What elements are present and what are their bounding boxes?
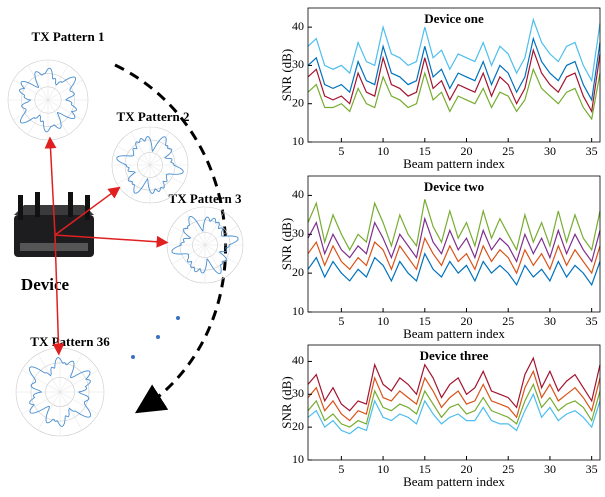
plot-frame — [308, 176, 600, 312]
series-line — [308, 254, 600, 285]
polar-spoke — [60, 354, 82, 392]
x-tick-label: 30 — [544, 144, 556, 158]
pattern-label: TX Pattern 2 — [117, 109, 190, 124]
pattern-label: TX Pattern 3 — [169, 191, 242, 206]
polar-spoke — [48, 100, 68, 135]
x-axis-label: Beam pattern index — [403, 326, 505, 341]
x-tick-label: 5 — [338, 462, 344, 476]
x-axis-label: Beam pattern index — [403, 156, 505, 171]
plot-frame — [308, 8, 600, 142]
polar-spoke — [172, 226, 205, 245]
polar-spoke — [150, 132, 169, 165]
polar-spoke — [131, 165, 150, 198]
y-tick-label: 40 — [292, 187, 304, 201]
y-tick-label: 40 — [292, 19, 304, 33]
series-line — [308, 384, 600, 427]
polar-spoke — [60, 392, 82, 430]
y-axis-label: SNR (dB) — [279, 218, 294, 270]
x-tick-label: 10 — [377, 144, 389, 158]
figure: TX Pattern 1 TX Pattern 2 TX Pattern 3 T… — [0, 0, 605, 492]
polar-spoke — [22, 370, 60, 392]
x-tick-label: 5 — [338, 144, 344, 158]
series-line — [308, 358, 600, 411]
polar-spoke — [13, 100, 48, 120]
y-axis-label: SNR (dB) — [279, 49, 294, 101]
series-line — [308, 199, 600, 250]
series-line — [308, 371, 600, 420]
polar-spoke — [28, 100, 48, 135]
dot — [131, 355, 135, 359]
x-tick-label: 35 — [586, 462, 598, 476]
polar-plot — [8, 60, 88, 140]
series-line — [308, 20, 600, 81]
diagram: TX Pattern 1 TX Pattern 2 TX Pattern 3 T… — [8, 29, 243, 436]
polar-spoke — [13, 80, 48, 100]
chart-title: Device three — [420, 348, 489, 363]
device-label: Device — [21, 275, 70, 294]
polar-spoke — [48, 100, 83, 120]
series-line — [308, 394, 600, 433]
polar-spoke — [117, 165, 150, 184]
polar-spoke — [150, 146, 183, 165]
y-tick-label: 10 — [292, 452, 304, 466]
x-tick-label: 30 — [544, 314, 556, 328]
dot — [176, 316, 180, 320]
x-tick-label: 5 — [338, 314, 344, 328]
polar-spoke — [205, 245, 238, 264]
chart-title: Device one — [424, 11, 484, 26]
x-tick-label: 10 — [377, 462, 389, 476]
x-tick-label: 35 — [586, 314, 598, 328]
x-tick-label: 30 — [544, 462, 556, 476]
dot — [156, 335, 160, 339]
y-tick-label: 40 — [292, 353, 304, 367]
polar-spoke — [38, 354, 60, 392]
polar-spoke — [205, 245, 224, 278]
polar-spoke — [186, 212, 205, 245]
polar-spoke — [48, 80, 83, 100]
y-tick-label: 10 — [292, 304, 304, 318]
polar-spoke — [48, 65, 68, 100]
polar-plot — [167, 207, 243, 283]
pattern-label: TX Pattern 1 — [32, 29, 105, 44]
chart-title: Device two — [424, 179, 484, 194]
polar-plot — [16, 348, 104, 436]
pattern-label: TX Pattern 36 — [30, 334, 110, 349]
x-tick-label: 10 — [377, 314, 389, 328]
y-axis-label: SNR (dB) — [279, 376, 294, 428]
polar-spoke — [38, 392, 60, 430]
polar-spoke — [60, 392, 98, 414]
x-tick-label: 35 — [586, 144, 598, 158]
x-axis-label: Beam pattern index — [403, 474, 505, 489]
y-tick-label: 10 — [292, 134, 304, 148]
polar-spoke — [28, 65, 48, 100]
